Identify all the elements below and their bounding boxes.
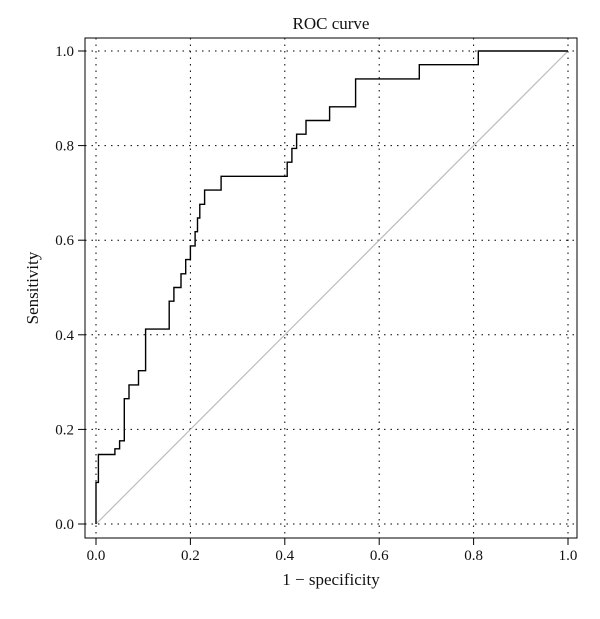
y-axis: 0.0 0.2 0.4 0.6 0.8 1.0 (55, 44, 85, 533)
x-tick-label: 0.2 (181, 548, 200, 564)
y-tick-label: 0.6 (55, 233, 74, 249)
roc-curve-line (95, 50, 568, 524)
x-axis-label: 1 − specificity (282, 570, 380, 589)
x-tick-label: 0.8 (464, 548, 483, 564)
x-axis: 0.0 0.2 0.4 0.6 0.8 1.0 (87, 538, 578, 564)
plot-frame (84, 37, 578, 539)
y-tick-label: 0.2 (55, 422, 74, 438)
x-tick-label: 0.0 (87, 548, 106, 564)
y-tick-label: 0.0 (55, 517, 74, 533)
reference-layer (95, 50, 569, 525)
x-tick-label: 0.6 (370, 548, 389, 564)
y-tick-label: 1.0 (55, 44, 74, 60)
x-tick-label: 0.4 (275, 548, 294, 564)
chart-title: ROC curve (293, 14, 370, 33)
reference-diagonal-line (95, 50, 569, 525)
x-tick-label: 1.0 (559, 548, 578, 564)
roc-curve-layer (95, 50, 568, 524)
y-axis-label: Sensitivity (23, 251, 42, 324)
y-tick-label: 0.4 (55, 328, 74, 344)
y-tick-label: 0.8 (55, 139, 74, 155)
